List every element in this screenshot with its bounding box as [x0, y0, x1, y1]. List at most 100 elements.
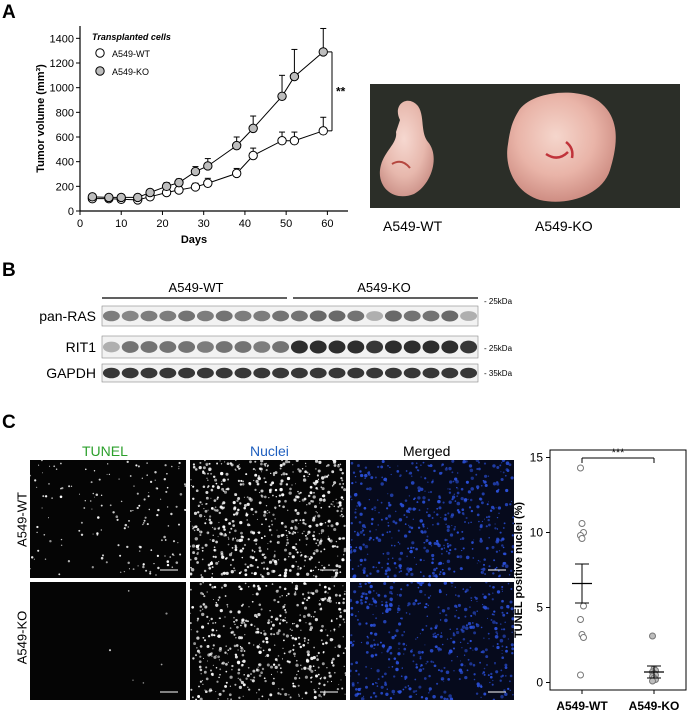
nucleus-dot [246, 565, 250, 569]
nucleus-dot [237, 610, 241, 614]
nucleus-dot [295, 561, 297, 563]
data-point [104, 192, 114, 203]
nucleus-dot [249, 672, 253, 676]
nucleus-dot [434, 574, 438, 578]
nucleus-dot [317, 568, 320, 571]
col-header-tunel: TUNEL [82, 443, 128, 459]
nucleus-dot [230, 570, 234, 574]
nucleus-dot [55, 468, 58, 470]
nucleus-dot [275, 589, 279, 593]
nucleus-dot [228, 538, 230, 540]
nucleus-dot [304, 691, 308, 695]
nucleus-dot [425, 549, 430, 553]
nucleus-dot [237, 661, 241, 665]
nucleus-dot [262, 640, 265, 643]
nucleus-dot [324, 690, 326, 692]
nucleus-dot [403, 534, 408, 538]
nucleus-dot [160, 539, 163, 542]
nucleus-dot [304, 582, 307, 586]
nucleus-dot [510, 550, 514, 553]
nucleus-dot [405, 644, 408, 646]
nucleus-dot [443, 582, 447, 585]
nucleus-dot [330, 661, 334, 664]
nucleus-dot [473, 673, 476, 676]
nucleus-dot [512, 619, 514, 621]
nucleus-dot [358, 622, 362, 626]
nucleus-dot [291, 582, 294, 584]
nucleus-dot [416, 636, 419, 639]
nucleus-dot [203, 515, 206, 518]
nucleus-dot [327, 538, 330, 541]
nucleus-dot [424, 606, 427, 609]
nucleus-dot [420, 584, 423, 587]
nucleus-dot [261, 575, 265, 578]
blot-band [384, 310, 402, 322]
nucleus-dot [510, 500, 513, 502]
nucleus-dot [252, 584, 256, 588]
nucleus-dot [484, 474, 488, 478]
nucleus-dot [410, 572, 414, 576]
nucleus-dot [147, 495, 150, 498]
nucleus-dot [301, 593, 305, 596]
nucleus-dot [364, 466, 368, 469]
nucleus-dot [214, 506, 217, 509]
nucleus-dot [223, 583, 227, 588]
nucleus-dot [375, 617, 378, 620]
nucleus-dot [316, 474, 319, 477]
nucleus-dot [419, 487, 424, 492]
nucleus-dot [207, 532, 209, 534]
nucleus-dot [224, 651, 227, 654]
nucleus-dot [405, 612, 408, 614]
nucleus-dot [411, 541, 415, 545]
nucleus-dot [197, 527, 199, 530]
nucleus-dot [215, 509, 219, 512]
nucleus-dot [304, 555, 307, 558]
nucleus-dot [276, 529, 278, 531]
nucleus-dot [284, 619, 286, 622]
nucleus-dot [116, 518, 119, 521]
nucleus-dot [290, 634, 293, 637]
nucleus-dot [136, 506, 139, 510]
nucleus-dot [494, 662, 496, 665]
nucleus-dot [269, 488, 273, 492]
nucleus-dot [393, 693, 395, 696]
nucleus-dot [483, 462, 487, 465]
nucleus-dot [364, 600, 367, 604]
nucleus-dot [171, 465, 173, 468]
nucleus-dot [451, 471, 454, 474]
nucleus-dot [178, 461, 181, 465]
nucleus-dot [368, 590, 372, 594]
nucleus-dot [231, 547, 234, 549]
nucleus-dot [360, 601, 364, 605]
nucleus-dot [344, 647, 346, 650]
nucleus-dot [245, 513, 249, 517]
nucleus-dot [461, 647, 463, 649]
nucleus-dot [298, 469, 302, 473]
nucleus-dot [332, 664, 335, 667]
nucleus-dot [404, 686, 407, 689]
nucleus-dot [473, 631, 477, 635]
nucleus-dot [248, 688, 250, 691]
nucleus-dot [313, 531, 316, 533]
nucleus-dot [387, 514, 392, 518]
data-point [174, 177, 184, 188]
blot-band [196, 341, 214, 353]
nucleus-dot [351, 481, 354, 485]
nucleus-dot [381, 533, 385, 537]
nucleus-dot [417, 526, 421, 530]
nucleus-dot [202, 602, 206, 606]
nucleus-dot [287, 592, 290, 595]
nucleus-dot [300, 554, 303, 556]
nucleus-dot [311, 592, 315, 595]
nucleus-dot [218, 596, 221, 599]
nucleus-dot [199, 609, 202, 612]
nucleus-dot [483, 667, 486, 670]
nucleus-dot [222, 625, 225, 628]
nucleus-dot [408, 507, 412, 511]
nucleus-dot [456, 491, 460, 495]
nucleus-dot [452, 480, 455, 483]
blot-band [328, 310, 346, 322]
nucleus-dot [339, 611, 342, 614]
nucleus-dot [272, 663, 276, 666]
nucleus-dot [380, 691, 384, 695]
